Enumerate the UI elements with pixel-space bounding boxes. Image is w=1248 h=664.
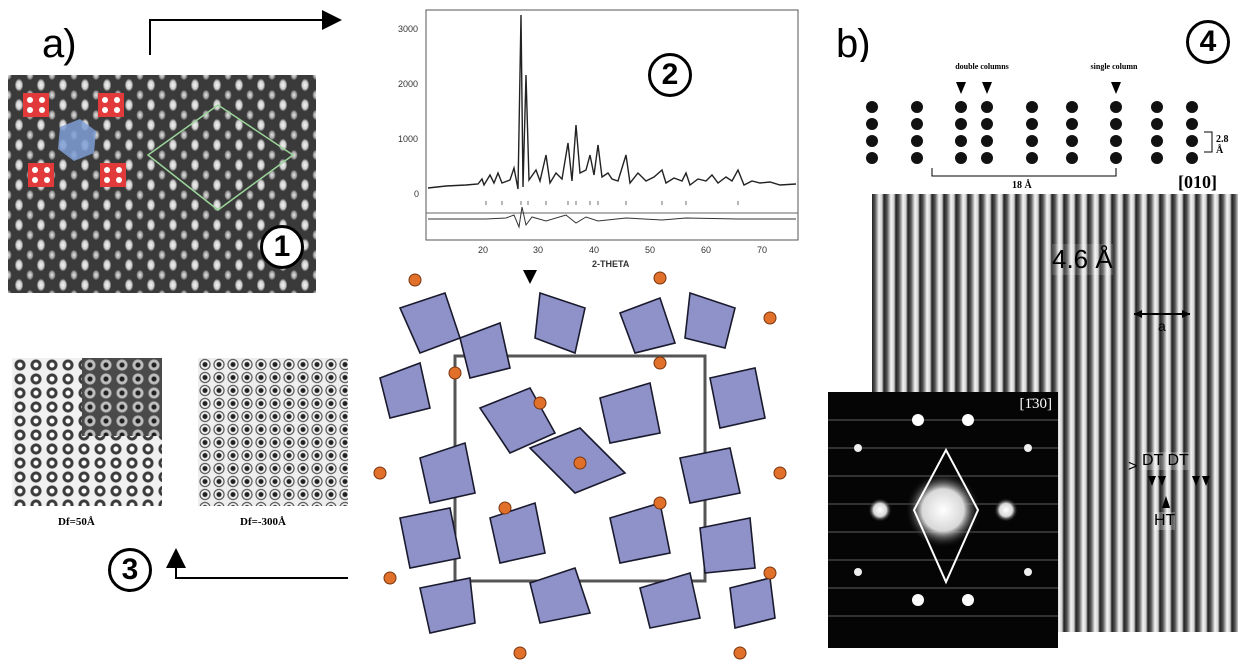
dt-label: DT DT [1142, 452, 1189, 470]
spacing-bracket-18 [931, 168, 1117, 177]
y-tick-0: 0 [414, 189, 419, 199]
zone-axis-130: [1̄30] [1019, 396, 1053, 412]
atom-columns [866, 101, 1198, 164]
lattice-annotations [1134, 310, 1210, 508]
schematic-panel: double columns single column 2.8 Å 18 Å … [832, 62, 1236, 192]
x-tick-40: 40 [589, 245, 599, 255]
spacing-bracket-28 [1204, 131, 1213, 153]
red-clusters [23, 93, 126, 187]
simulated-inset-dark [82, 358, 162, 436]
y-tick-1000: 1000 [398, 134, 418, 144]
diffraction-spots [828, 414, 1058, 617]
hrtem-highlights [23, 93, 295, 211]
crystal-structure [373, 271, 787, 660]
reciprocal-cell [912, 447, 980, 585]
label-single-column: single column [1090, 62, 1138, 71]
spacing-2-8: 2.8 Å [1216, 134, 1229, 156]
dt-pointer: > [1128, 458, 1138, 475]
x-tick-20: 20 [478, 245, 488, 255]
xrd-panel: 3000 2000 1000 0 20 30 40 50 60 70 2-THE… [386, 5, 802, 270]
x-tick-70: 70 [757, 245, 767, 255]
ht-label: HT [1154, 512, 1176, 530]
diffraction-pattern: [1̄30] [828, 392, 1058, 648]
spacing-4-6: 4.6 Å [1052, 244, 1113, 275]
simulated-image-df50 [12, 358, 162, 506]
badge-1: 1 [260, 225, 304, 269]
xrd-plot: 3000 2000 1000 0 20 30 40 50 60 70 2-THE… [398, 9, 799, 269]
arrow-structure-to-3 [166, 548, 348, 579]
sim-label-right: Df=-300Å [240, 516, 286, 528]
x-tick-50: 50 [645, 245, 655, 255]
difference-curve [428, 206, 796, 229]
simulated-image-df-300 [198, 358, 348, 506]
hrtem-image-1: 1 [8, 75, 316, 293]
unit-cell-outline [146, 104, 295, 211]
sim-label-left: Df=50Å [58, 516, 95, 528]
atoms [373, 271, 787, 660]
x-tick-30: 30 [533, 245, 543, 255]
panel-b-label: b) [836, 22, 871, 66]
y-tick-3000: 3000 [398, 24, 418, 34]
polyhedra [379, 291, 776, 634]
label-double-columns: double columns [955, 62, 1009, 71]
badge-2: 2 [648, 53, 692, 97]
spacing-18: 18 Å [1012, 180, 1032, 191]
blue-ring [58, 119, 96, 161]
zone-axis-010: [010] [1178, 172, 1217, 192]
badge-3: 3 [108, 548, 152, 592]
schematic-columns [866, 82, 1213, 177]
panel-a-label: a) [42, 22, 77, 66]
dt-arrows [1148, 476, 1210, 486]
x-axis-label: 2-THETA [592, 259, 630, 269]
y-tick-2000: 2000 [398, 79, 418, 89]
column-markers [956, 82, 1121, 94]
badge-4: 4 [1186, 20, 1230, 64]
x-tick-60: 60 [701, 245, 711, 255]
observed-pattern [427, 14, 797, 190]
a-label: a [1158, 318, 1166, 334]
arrow-1-to-2 [149, 10, 342, 55]
ht-arrow [1162, 496, 1170, 508]
reflection-ticks [485, 201, 739, 205]
